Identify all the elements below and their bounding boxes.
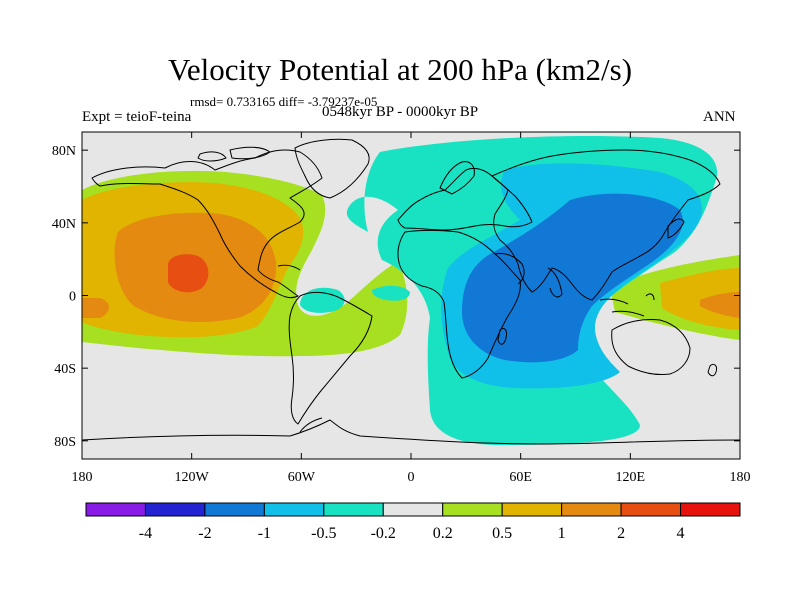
negative-anomaly-level-1 (462, 193, 683, 363)
negative-anomaly-trop-atlantic (300, 287, 345, 313)
lon-tick-label: 60W (288, 470, 316, 485)
west-pacific-anomaly-1 (700, 292, 740, 318)
west-pacific-anomaly-0.5 (660, 268, 740, 330)
coastline-arctic-islands (229, 146, 271, 160)
period-label: 0548kyr BP - 0000kyr BP (322, 104, 479, 120)
colorbar-swatch (85, 502, 146, 517)
lat-tick-label: 40N (52, 217, 76, 232)
colorbar (85, 502, 741, 517)
colorbar-label: -1 (258, 525, 271, 542)
colorbar-label: 0.2 (433, 525, 453, 542)
axis-tickmarks (81, 132, 741, 459)
lat-tick-label: 0 (69, 290, 76, 305)
lat-tick-label: 40S (54, 362, 76, 377)
colorbar-label: 1 (558, 525, 566, 542)
lat-tick-label: 80N (52, 144, 76, 159)
lon-tick-label: 180 (72, 470, 93, 485)
colorbar-swatch (263, 502, 325, 517)
negative-anomaly-south-atlantic (372, 285, 410, 301)
colorbar-label: -0.2 (371, 525, 396, 542)
coastline-caribbean (277, 264, 301, 271)
lon-tick-label: 180 (730, 470, 751, 485)
coastline-asia (491, 149, 721, 301)
lat-tick-label: 80S (54, 435, 76, 450)
coastline-australia (611, 319, 691, 375)
coastline-indonesia (599, 293, 655, 317)
coastline-madagascar (497, 327, 507, 345)
lon-tick-label: 60E (509, 470, 532, 485)
colorbar-label: 4 (677, 525, 685, 542)
coastlines (82, 138, 740, 445)
colorbar-swatch (144, 502, 206, 517)
stats-label: rmsd= 0.733165 diff= -3.79237e-05 (190, 94, 378, 109)
axis-tick-labels: 80N 40N 0 40S 80S 180 120W 60W 0 60E 120E 180 (52, 144, 751, 485)
coastline-europe (397, 167, 533, 231)
coastline-africa (397, 230, 521, 379)
lon-tick-label: 120E (616, 470, 646, 485)
coastline-india (547, 267, 563, 298)
colorbar-label: 0.5 (492, 525, 512, 542)
colorbar-label: -2 (198, 525, 211, 542)
coastline-greenland (294, 138, 370, 199)
coastline-arctic-islands-2 (197, 151, 227, 162)
colorbar-label: 2 (617, 525, 625, 542)
colorbar-swatch (501, 502, 563, 517)
experiment-label: Expt = teioF-teina (82, 109, 192, 125)
colorbar-swatch (204, 502, 265, 517)
lon-tick-label: 0 (408, 470, 415, 485)
coastline-arabia (494, 253, 525, 285)
colorbar-swatch (323, 502, 384, 517)
positive-anomaly-level-2 (168, 254, 209, 293)
colorbar-swatch (561, 502, 622, 517)
colorbar-swatch (382, 502, 444, 517)
map-plot-area (82, 132, 740, 459)
coastline-new-zealand (707, 363, 717, 377)
colorbar-swatch (680, 502, 741, 517)
positive-anomaly-level-1 (82, 298, 109, 318)
season-label: ANN (703, 109, 736, 125)
coastline-japan (667, 218, 685, 239)
coastline-antarctica (82, 419, 740, 445)
coastline-antarctic-peninsula (299, 417, 323, 433)
coastline-south-america (288, 291, 373, 425)
colorbar-swatch (442, 502, 503, 517)
lon-tick-label: 120W (175, 470, 210, 485)
chart-title: Velocity Potential at 200 hPa (km2/s) (167, 52, 633, 87)
colorbar-swatch (620, 502, 682, 517)
colorbar-label: -0.5 (311, 525, 336, 542)
colorbar-label: -4 (139, 525, 152, 542)
coastline-scandinavia (439, 161, 475, 195)
colorbar-labels: -4 -2 -1 -0.5 -0.2 0.2 0.5 1 2 4 (139, 525, 685, 542)
